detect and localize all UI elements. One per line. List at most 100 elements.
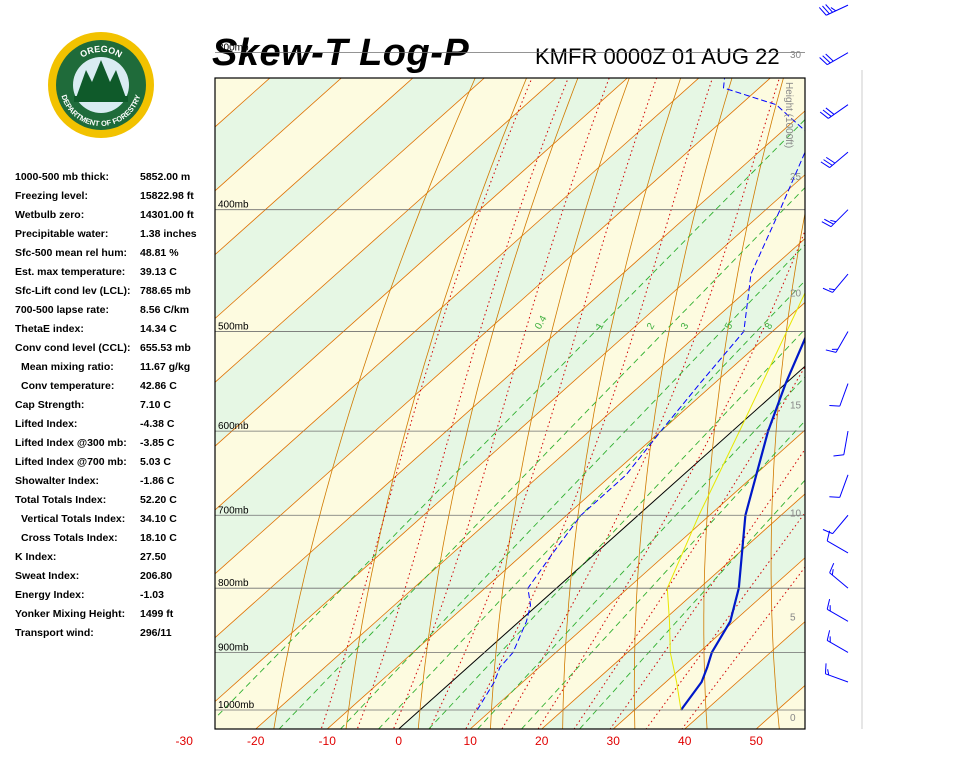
stat-row: Cap Strength: 7.10 C bbox=[15, 396, 215, 415]
height-tick-label: 5 bbox=[790, 613, 796, 624]
height-tick-label: 0 bbox=[790, 713, 796, 724]
height-tick-label: 30 bbox=[790, 50, 802, 61]
wind-barb bbox=[826, 608, 849, 622]
stat-label: Conv temperature: bbox=[21, 380, 115, 392]
isotherm-band bbox=[215, 110, 805, 702]
stat-label: K Index: bbox=[15, 551, 57, 563]
stat-label: Sfc-Lift cond lev (LCL): bbox=[15, 285, 131, 297]
wind-barb-flag bbox=[819, 57, 828, 65]
stat-row: Yonker Mixing Height: 1499 ft bbox=[15, 605, 215, 624]
x-tick-label: 40 bbox=[678, 734, 692, 748]
wind-barb-flag bbox=[825, 53, 834, 62]
stat-value: 788.65 mb bbox=[140, 285, 191, 297]
stat-row: Conv temperature: 42.86 C bbox=[15, 377, 215, 396]
wind-barb-flag bbox=[819, 111, 829, 119]
mixing-ratio-label: 8 bbox=[763, 321, 776, 332]
dry-adiabat-line bbox=[900, 0, 960, 737]
stat-row: Cross Totals Index: 18.10 C bbox=[15, 529, 215, 548]
x-tick-label: -20 bbox=[247, 734, 265, 748]
stat-label: Showalter Index: bbox=[15, 475, 100, 487]
tree-icon bbox=[76, 60, 126, 98]
stat-value: 206.80 bbox=[140, 570, 173, 582]
stat-label: Freezing level: bbox=[15, 190, 88, 202]
isotherm-band bbox=[215, 78, 805, 638]
wind-barb-flag bbox=[830, 7, 837, 12]
isotherm-line bbox=[326, 301, 805, 729]
stat-row: Showalter Index: -1.86 C bbox=[15, 472, 215, 491]
x-tick-label: 50 bbox=[750, 734, 764, 748]
stat-value: -4.38 C bbox=[140, 418, 175, 430]
height-tick-label: 10 bbox=[790, 509, 802, 520]
stat-label: 1000-500 mb thick: bbox=[15, 171, 109, 183]
stat-value: 14.34 C bbox=[140, 323, 177, 335]
isobar-label: 700mb bbox=[218, 505, 249, 516]
stat-row: Mean mixing ratio: 11.67 g/kg bbox=[15, 358, 215, 377]
mixing-ratio-label: 1 bbox=[594, 321, 607, 332]
logo-top-text: OREGON bbox=[78, 44, 124, 60]
stat-label: Est. max temperature: bbox=[15, 266, 126, 278]
wind-barb bbox=[829, 151, 849, 168]
stat-label: Yonker Mixing Height: bbox=[15, 608, 126, 620]
isobar-label: 300mb bbox=[218, 43, 249, 54]
mixing-ratio-line bbox=[215, 118, 805, 719]
stat-label: Total Totals Index: bbox=[15, 494, 107, 506]
wind-barb-flag bbox=[818, 7, 827, 16]
wind-barb-flag bbox=[826, 530, 831, 542]
stat-row: Sfc-Lift cond lev (LCL): 788.65 mb bbox=[15, 282, 215, 301]
wind-barb-flag bbox=[825, 4, 833, 13]
stat-value: 18.10 C bbox=[140, 532, 177, 544]
wind-barb-flag bbox=[821, 221, 832, 228]
wind-barb bbox=[835, 331, 849, 353]
mixing-ratio-line bbox=[579, 479, 805, 729]
stat-row: Lifted Index: -4.38 C bbox=[15, 415, 215, 434]
x-tick-label: 0 bbox=[395, 734, 402, 748]
wind-barb-flag bbox=[829, 562, 835, 573]
wind-barb bbox=[843, 431, 849, 455]
wind-barb-flag bbox=[824, 663, 827, 674]
stat-value: 42.86 C bbox=[140, 380, 177, 392]
height-tick-label: 25 bbox=[790, 172, 802, 183]
wind-barb-flag bbox=[829, 496, 840, 498]
wind-barb-flag bbox=[830, 219, 837, 223]
station-time-label: KMFR 0000Z 01 AUG 22 bbox=[535, 44, 780, 69]
stat-row: Total Totals Index: 52.20 C bbox=[15, 491, 215, 510]
isobar-label: 800mb bbox=[218, 578, 249, 589]
stat-row: Wetbulb zero: 14301.00 ft bbox=[15, 206, 215, 225]
stat-value: 15822.98 ft bbox=[140, 190, 194, 202]
wind-barb-flag bbox=[833, 454, 844, 457]
wind-barb bbox=[830, 209, 849, 228]
dry-adiabat-line bbox=[633, 78, 733, 729]
wind-barb bbox=[839, 474, 849, 498]
wind-barb-flag bbox=[820, 161, 830, 169]
stat-label: Precipitable water: bbox=[15, 228, 109, 240]
stat-label: ThetaE index: bbox=[15, 323, 84, 335]
stat-value: 296/11 bbox=[140, 627, 172, 639]
sounding-stats-panel: 1000-500 mb thick: 5852.00 m Freezing leve… bbox=[15, 168, 215, 643]
wind-barb-flag bbox=[822, 55, 831, 64]
wind-barb bbox=[825, 673, 849, 683]
mixing-ratio-line bbox=[520, 420, 805, 729]
parcel-line bbox=[666, 291, 805, 711]
wind-barb-flag bbox=[825, 107, 835, 115]
zero-isotherm bbox=[397, 365, 805, 729]
wind-barb-flag bbox=[824, 218, 834, 225]
wind-barb bbox=[826, 4, 849, 16]
wind-barb bbox=[832, 514, 849, 534]
stat-label: Sfc-500 mean rel hum: bbox=[15, 247, 128, 259]
isobar-label: 600mb bbox=[218, 421, 249, 432]
stat-label: 700-500 lapse rate: bbox=[15, 304, 109, 316]
stat-row: 1000-500 mb thick: 5852.00 m bbox=[15, 168, 215, 187]
x-tick-label: -30 bbox=[176, 734, 194, 748]
odf-logo: OREGON DEPARTMENT OF FORESTRY bbox=[48, 32, 154, 138]
dry-adiabat-line bbox=[417, 78, 579, 729]
stat-label: Conv cond level (CCL): bbox=[15, 342, 131, 354]
stat-row: Sweat Index: 206.80 bbox=[15, 567, 215, 586]
dry-adiabat-line bbox=[836, 0, 960, 737]
stat-label: Lifted Index @700 mb: bbox=[15, 456, 127, 468]
